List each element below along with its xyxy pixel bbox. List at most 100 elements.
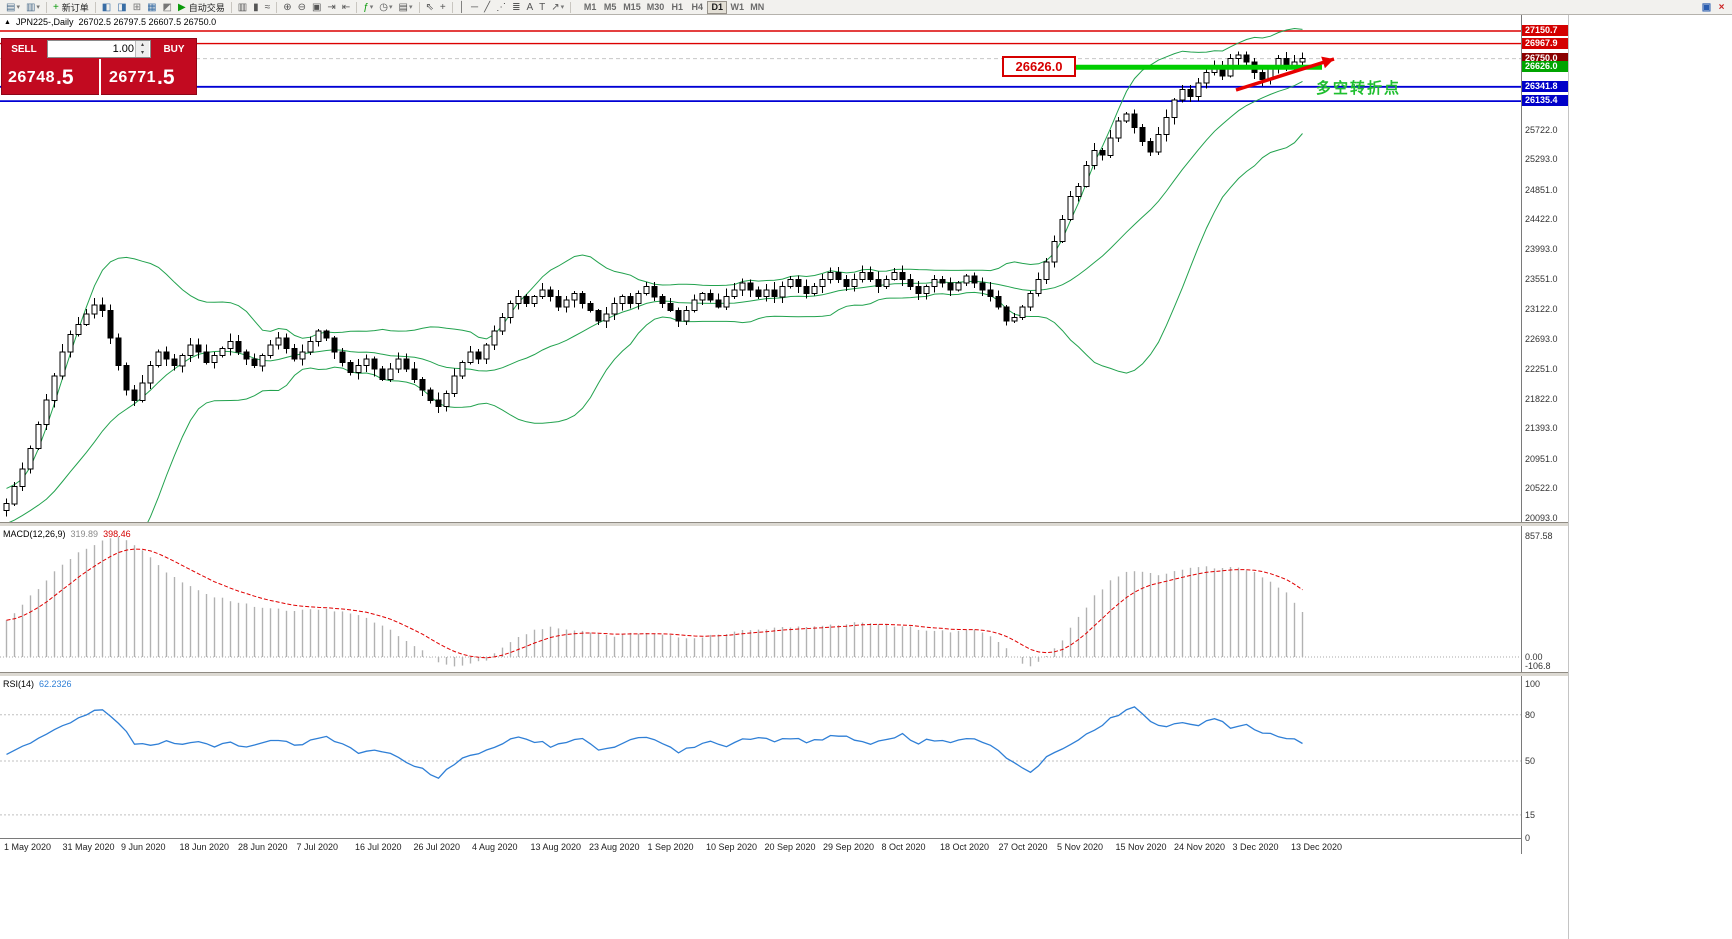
rsi-axis-label: 80 — [1525, 709, 1536, 720]
text-icon[interactable]: A — [526, 1, 534, 13]
data-window-icon[interactable]: ◨ — [117, 1, 127, 13]
date-axis-label: 5 Nov 2020 — [1057, 842, 1104, 852]
navigator-icon[interactable]: ⊞ — [132, 1, 142, 13]
date-axis-label: 27 Oct 2020 — [998, 842, 1048, 852]
candlestick-chart-icon[interactable]: ▮ — [253, 1, 259, 13]
date-axis-label: 1 May 2020 — [4, 842, 52, 852]
terminal-icon[interactable]: ▦ — [147, 1, 157, 13]
trend-arrow[interactable] — [1235, 56, 1335, 92]
toolbar-separator — [45, 1, 47, 13]
date-axis-label: 8 Oct 2020 — [881, 842, 926, 852]
candlesticks — [3, 51, 1306, 517]
indicators-icon[interactable]: ƒ ▾ — [363, 1, 374, 13]
volume-up-icon[interactable]: ▴ — [136, 41, 149, 49]
zoom-out-icon[interactable]: ⊖ — [297, 1, 306, 13]
toolbar-separator — [418, 1, 420, 13]
date-axis-label: 31 May 2020 — [62, 842, 115, 852]
rsi-panel-canvas[interactable] — [0, 676, 1521, 838]
timeframe-button-mn[interactable]: MN — [750, 1, 765, 12]
toolbar-separator — [94, 1, 96, 13]
price-axis-label: 24422.0 — [1525, 214, 1558, 225]
strategy-tester-icon[interactable]: ◩ — [162, 1, 172, 13]
turning-point-annotation[interactable]: 多空转折点 — [1316, 80, 1402, 97]
timeframe-button-h4[interactable]: H4 — [691, 1, 703, 12]
vertical-line-icon[interactable]: │ — [458, 1, 465, 13]
crosshair-icon[interactable]: + — [439, 1, 446, 13]
toolbar-icon-group: ▤ ▾ ▥ ▾ + 新订单 ◧ ◨ ⊞ ▦ ◩ ▶ 自动交易 ▥ ▮ ≈ ⊕ ⊖ ▣ ⇥ ⇤ ƒ ▾ ◷ ▾ ▤ ▾ ⇖ + │ ─ ╱ ⋰ ≣ A… — [3, 0, 574, 15]
restore-window-icon[interactable]: ▣ — [1701, 1, 1712, 13]
profiles-icon[interactable]: ▥ ▾ — [25, 1, 40, 13]
date-axis-label: 23 Aug 2020 — [589, 842, 640, 852]
new-order-button[interactable]: + 新订单 — [52, 1, 89, 13]
panel-separator[interactable] — [0, 672, 1568, 676]
volume-input[interactable]: 1.00 ▴ ▾ — [47, 40, 151, 58]
volume-value: 1.00 — [112, 43, 134, 55]
date-axis-label: 13 Dec 2020 — [1291, 842, 1343, 852]
one-click-trading-panel: SELL 1.00 ▴ ▾ BUY 26748 .5 26771 .5 — [1, 38, 197, 96]
empty-bottom-area — [0, 854, 1568, 939]
macd-axis-label: -106.8 — [1525, 661, 1551, 671]
symbol-marker-icon: ▲ — [4, 18, 11, 26]
date-axis-label: 26 Jul 2020 — [413, 842, 461, 852]
zoom-in-icon[interactable]: ⊕ — [283, 1, 292, 13]
price-tag-label: 26341.8 — [1522, 80, 1568, 92]
toolbar-separator — [356, 1, 358, 13]
equidistant-channel-icon[interactable]: ⋰ — [496, 1, 507, 13]
macd-panel-canvas[interactable] — [0, 526, 1521, 672]
toolbar-separator — [276, 1, 278, 13]
sell-price-main: 26748 — [8, 68, 55, 86]
timeframe-button-m15[interactable]: M15 — [623, 1, 641, 12]
price-axis-label: 21822.0 — [1525, 393, 1558, 404]
price-axis[interactable]: 25722.0 25293.0 24851.0 24422.0 23993.0 23551… — [1521, 15, 1568, 854]
toolbar-separator — [570, 1, 572, 13]
periods-icon[interactable]: ◷ ▾ — [379, 1, 393, 13]
line-chart-icon[interactable]: ≈ — [264, 1, 271, 13]
sell-button[interactable]: SELL — [11, 43, 37, 55]
main-chart-canvas[interactable] — [0, 15, 1521, 522]
arrows-icon[interactable]: ↗ ▾ — [551, 1, 565, 13]
toolbar-separator — [451, 1, 453, 13]
macd-main-value: 319.89 — [70, 529, 99, 539]
date-axis-label: 7 Jul 2020 — [296, 842, 339, 852]
price-tag-label: 27150.7 — [1522, 25, 1568, 36]
close-window-icon[interactable]: × — [1718, 1, 1725, 13]
timeframe-button-h1[interactable]: H1 — [671, 1, 683, 12]
market-watch-icon[interactable]: ◧ — [101, 1, 112, 13]
price-axis-label: 22251.0 — [1525, 364, 1558, 375]
cursor-icon[interactable]: ⇖ — [425, 1, 434, 13]
date-axis-label: 24 Nov 2020 — [1174, 842, 1226, 852]
buy-price-button[interactable]: 26771 .5 — [99, 59, 196, 96]
buy-button[interactable]: BUY — [163, 43, 185, 55]
date-axis[interactable]: 1 May 2020 31 May 2020 9 Jun 2020 18 Jun 20… — [0, 838, 1521, 854]
date-axis-label: 3 Dec 2020 — [1232, 842, 1279, 852]
empty-side-panel — [1568, 15, 1732, 939]
panel-separator[interactable] — [0, 522, 1568, 526]
timeframe-button-d1[interactable]: D1 — [707, 0, 728, 14]
bar-chart-icon[interactable]: ▥ — [237, 1, 248, 13]
bollinger-bands — [6, 27, 1303, 522]
horizontal-line-icon[interactable]: ─ — [470, 1, 479, 13]
timeframe-button-w1[interactable]: W1 — [730, 1, 744, 12]
fibonacci-icon[interactable]: ≣ — [512, 1, 521, 13]
text-label-icon[interactable]: T — [539, 1, 546, 13]
chart-shift-icon[interactable]: ⇤ — [341, 1, 351, 13]
timeframe-button-m30[interactable]: M30 — [646, 1, 665, 12]
tile-windows-icon[interactable]: ▣ — [311, 1, 322, 13]
price-callout-label[interactable]: 26626.0 — [1002, 56, 1076, 77]
date-axis-label: 9 Jun 2020 — [121, 842, 166, 852]
price-axis-label: 21393.0 — [1525, 423, 1558, 434]
new-chart-icon[interactable]: ▤ ▾ — [6, 1, 20, 13]
timeframe-button-m1[interactable]: M1 — [583, 1, 597, 12]
auto-trading-button[interactable]: ▶ 自动交易 — [178, 1, 225, 13]
macd-axis-label: 0.00 — [1525, 652, 1543, 662]
templates-icon[interactable]: ▤ ▾ — [398, 1, 413, 13]
trendline-icon[interactable]: ╱ — [484, 1, 491, 13]
rsi-axis-label: 100 — [1525, 679, 1541, 689]
price-tag-label: 26967.9 — [1522, 37, 1568, 49]
rsi-axis-label: 15 — [1525, 809, 1536, 820]
sell-price-button[interactable]: 26748 .5 — [2, 59, 99, 96]
price-axis-label: 20951.0 — [1525, 453, 1558, 464]
auto-scroll-icon[interactable]: ⇥ — [327, 1, 336, 13]
timeframe-button-m5[interactable]: M5 — [603, 1, 617, 12]
volume-down-icon[interactable]: ▾ — [136, 49, 149, 57]
